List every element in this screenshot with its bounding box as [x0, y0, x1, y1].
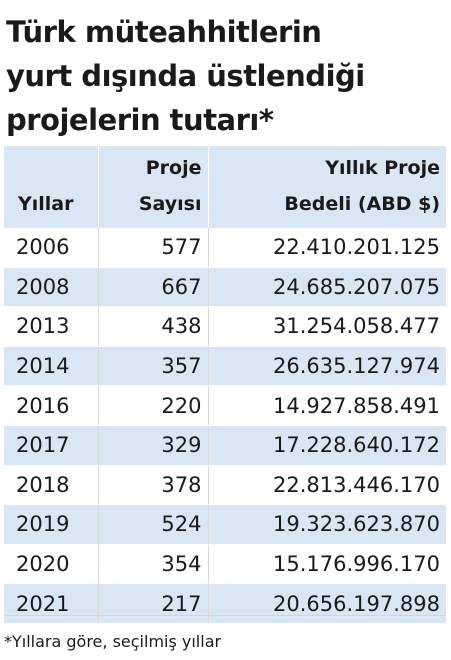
cell-project-value: 24.685.207.075	[208, 267, 446, 308]
cell-year: 2008	[4, 267, 99, 308]
footnote: *Yıllara göre, seçilmiş yıllar	[4, 632, 222, 651]
cell-project-value: 17.228.640.172	[208, 425, 446, 466]
header-project-value-line2: Bedeli (ABD $)	[284, 193, 440, 215]
table-row: 2019 524 19.323.623.870	[4, 504, 446, 545]
cell-year: 2021	[4, 583, 99, 624]
data-table: Yıllar Proje Sayısı Yıllık Proje Bedeli …	[4, 146, 446, 624]
cell-project-value: 14.927.858.491	[208, 385, 446, 426]
header-project-value-line1: Yıllık Proje	[325, 157, 440, 179]
cell-project-value: 31.254.058.477	[208, 306, 446, 347]
cell-project-value: 22.410.201.125	[208, 228, 446, 268]
table-row: 2018 378 22.813.446.170	[4, 465, 446, 506]
table-row: 2017 329 17.228.640.172	[4, 425, 446, 466]
cell-project-value: 26.635.127.974	[208, 346, 446, 387]
table-row: 2006 577 22.410.201.125	[4, 228, 446, 268]
cell-project-count: 354	[98, 544, 209, 585]
table-header: Yıllar Proje Sayısı Yıllık Proje Bedeli …	[4, 146, 446, 228]
cell-year: 2017	[4, 425, 99, 466]
header-project-count-line2: Sayısı	[138, 193, 202, 215]
table-row: 2021 217 20.656.197.898	[4, 583, 446, 624]
table-row: 2013 438 31.254.058.477	[4, 306, 446, 347]
cell-project-value: 22.813.446.170	[208, 465, 446, 506]
header-project-count-line1: Proje	[145, 157, 202, 179]
table-body: 2006 577 22.410.201.125 2008 667 24.685.207.0…	[4, 228, 446, 624]
cell-year: 2013	[4, 306, 99, 347]
cell-year: 2016	[4, 385, 99, 426]
cell-year: 2014	[4, 346, 99, 387]
cell-project-value: 20.656.197.898	[208, 583, 446, 624]
cell-project-count: 577	[98, 228, 209, 268]
cell-project-count: 378	[98, 465, 209, 506]
cell-project-count: 217	[98, 583, 209, 624]
cell-project-value: 19.323.623.870	[208, 504, 446, 545]
cell-project-count: 438	[98, 306, 209, 347]
header-project-count: Proje Sayısı	[98, 146, 209, 228]
cell-year: 2006	[4, 228, 99, 268]
header-row: Yıllar Proje Sayısı Yıllık Proje Bedeli …	[4, 146, 446, 228]
cell-project-value: 15.176.996.170	[208, 544, 446, 585]
table-row: 2008 667 24.685.207.075	[4, 267, 446, 308]
cell-project-count: 329	[98, 425, 209, 466]
chart-title: Türk müteahhitlerin yurt dışında üstlend…	[6, 15, 365, 137]
cell-project-count: 667	[98, 267, 209, 308]
cell-year: 2020	[4, 544, 99, 585]
cell-project-count: 524	[98, 504, 209, 545]
table-row: 2016 220 14.927.858.491	[4, 385, 446, 426]
cell-project-count: 220	[98, 385, 209, 426]
header-project-value: Yıllık Proje Bedeli (ABD $)	[208, 146, 446, 228]
header-years: Yıllar	[4, 146, 99, 228]
table-row: 2014 357 26.635.127.974	[4, 346, 446, 387]
header-years-label: Yıllar	[18, 193, 74, 215]
cell-project-count: 357	[98, 346, 209, 387]
cell-year: 2018	[4, 465, 99, 506]
cell-year: 2019	[4, 504, 99, 545]
table-row: 2020 354 15.176.996.170	[4, 544, 446, 585]
